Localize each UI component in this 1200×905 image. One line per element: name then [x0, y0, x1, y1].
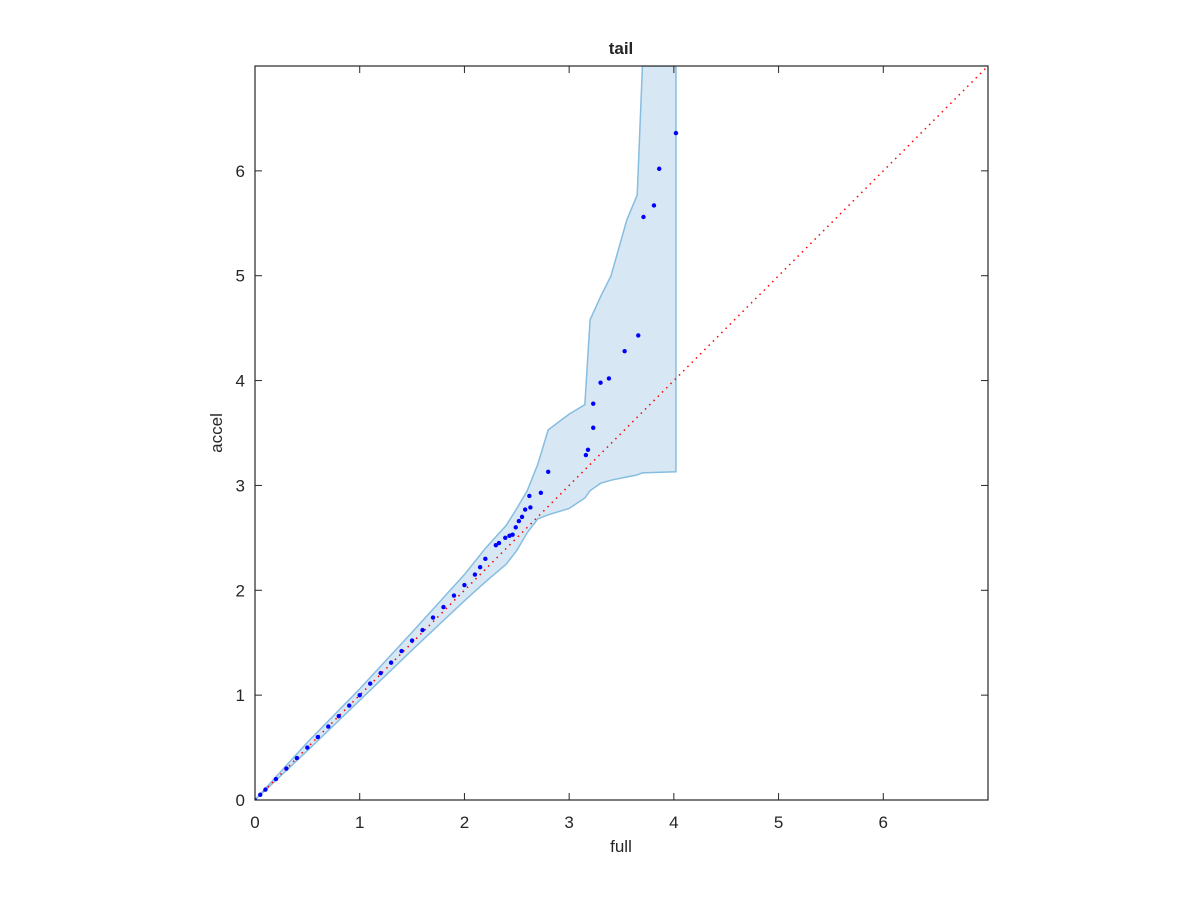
data-point [441, 604, 446, 610]
data-point [420, 627, 425, 633]
data-point [305, 745, 310, 750]
data-point [357, 692, 362, 698]
y-tick-label: 2 [236, 581, 245, 600]
x-tick-label: 5 [774, 813, 783, 832]
y-tick-label: 6 [236, 162, 245, 181]
data-point [388, 660, 394, 665]
data-point [336, 713, 341, 719]
data-point [472, 572, 478, 577]
data-point [519, 514, 525, 520]
y-tick-label: 5 [236, 267, 245, 286]
data-point [513, 525, 518, 530]
data-point [641, 214, 646, 220]
data-point [538, 490, 544, 495]
data-point [546, 469, 551, 474]
data-point [528, 505, 533, 510]
y-tick-label: 1 [236, 686, 245, 705]
data-point [496, 540, 502, 546]
data-point [258, 792, 263, 797]
y-tick-label: 0 [236, 791, 245, 810]
data-point [636, 333, 641, 338]
data-point [263, 787, 268, 792]
data-point [451, 593, 457, 598]
data-point [503, 535, 508, 541]
x-tick-label: 1 [355, 813, 364, 832]
data-point [430, 615, 436, 620]
x-tick-label: 2 [460, 813, 469, 832]
data-point [367, 681, 373, 686]
chart-title: tail [609, 39, 634, 58]
data-point [656, 166, 662, 171]
x-axis-label: full [610, 837, 632, 856]
reference-line [255, 66, 988, 800]
data-point [591, 425, 596, 430]
axes-box [254, 65, 989, 801]
data-point [591, 401, 596, 406]
y-tick-label: 3 [236, 476, 245, 495]
data-point [462, 582, 467, 588]
data-point [522, 507, 528, 512]
x-tick-label: 4 [669, 813, 678, 832]
x-tick-label: 6 [879, 813, 888, 832]
data-point [483, 556, 488, 562]
data-point [606, 376, 612, 381]
data-point [347, 703, 352, 708]
data-point [284, 766, 289, 771]
plot-area [255, 66, 988, 800]
data-point [622, 349, 627, 354]
data-point [493, 542, 499, 548]
data-point [510, 532, 515, 537]
data-point [409, 638, 415, 643]
data-point [583, 452, 589, 458]
y-axis-label: accel [207, 413, 226, 453]
x-tick-label: 3 [564, 813, 573, 832]
data-point [585, 447, 591, 452]
x-tick-label: 0 [250, 813, 259, 832]
data-point [516, 518, 522, 524]
data-point [399, 648, 404, 654]
data-point [598, 380, 603, 385]
data-point [315, 734, 321, 740]
data-point [477, 565, 483, 570]
data-point [651, 203, 657, 208]
confidence-band [255, 66, 677, 800]
data-point [673, 130, 679, 136]
data-point [378, 670, 383, 676]
data-point [273, 776, 279, 782]
y-tick-label: 4 [236, 372, 245, 391]
data-point [326, 724, 331, 729]
data-point [527, 493, 532, 499]
data-point [294, 755, 300, 761]
